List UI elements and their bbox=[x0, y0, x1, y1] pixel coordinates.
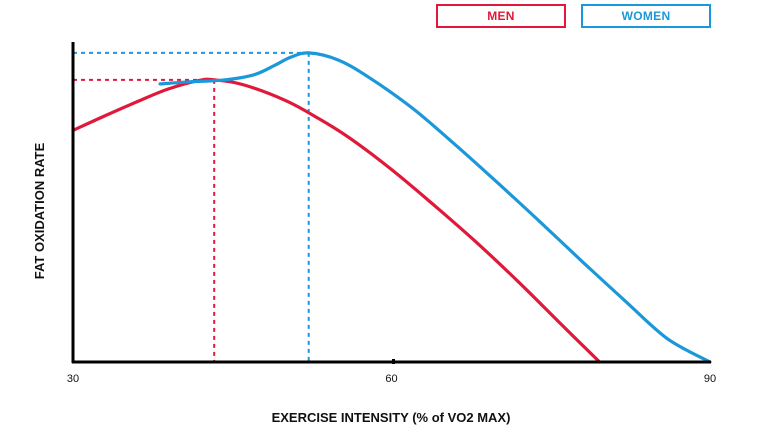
x-ticks: 30 60 90 bbox=[67, 359, 716, 385]
x-tick-label: 30 bbox=[67, 373, 79, 385]
x-tick-label: 60 bbox=[385, 373, 397, 385]
legend-men: MEN bbox=[436, 4, 566, 28]
x-tick-label: 90 bbox=[704, 373, 716, 385]
series-lines bbox=[71, 51, 712, 364]
x-axis-label: EXERCISE INTENSITY (% of VO2 MAX) bbox=[272, 410, 511, 425]
series-line-men bbox=[71, 77, 602, 364]
y-axis-label: FAT OXIDATION RATE bbox=[32, 142, 47, 279]
series-line-women bbox=[158, 51, 712, 364]
axes bbox=[71, 42, 711, 364]
legend-men-label: MEN bbox=[487, 9, 515, 23]
peak-guides bbox=[73, 51, 310, 362]
legend-women: WOMEN bbox=[581, 4, 711, 28]
legend-women-label: WOMEN bbox=[621, 9, 671, 23]
